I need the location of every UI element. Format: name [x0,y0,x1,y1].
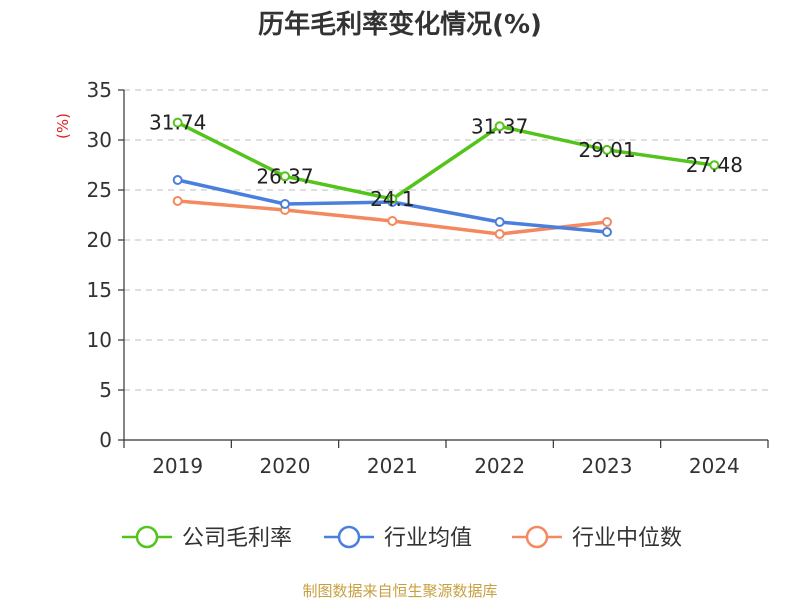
x-tick-label: 2021 [367,454,418,478]
x-tick-label: 2019 [152,454,203,478]
y-tick-label: 30 [87,128,112,152]
data-label: 26.37 [256,164,313,188]
y-tick-label: 35 [87,78,112,102]
legend-item: 行业均值 [324,525,472,551]
source-note: 制图数据来自恒生聚源数据库 [302,582,497,600]
data-label: 27.48 [686,153,743,177]
legend-marker [337,525,361,549]
y-tick-label: 25 [87,178,112,202]
legend-marker [525,525,549,549]
data-point [387,216,398,226]
axes: 0 5 10 15 20 25 30 35 2019 2020 2021 2022 2023 2024 [87,78,769,478]
grid-lines [124,89,768,391]
legend-item: 行业中位数 [512,525,682,551]
series-layer [172,117,720,239]
data-point [172,175,183,185]
y-axis-label: (%) [54,113,72,139]
data-point [602,217,612,227]
data-point [494,121,505,132]
legend-label: 行业中位数 [572,526,682,551]
y-tick-label: 5 [99,378,112,402]
data-label: 31.74 [149,111,206,135]
x-tick-label: 2024 [689,454,740,478]
series-line [175,120,717,201]
legend: 公司毛利率 行业均值 行业中位数 [122,525,682,551]
data-point [387,194,398,204]
chart-title: 历年毛利率变化情况(%) [258,9,542,40]
y-tick-label: 10 [87,328,112,352]
data-point [602,227,612,237]
series-3 [172,196,612,239]
data-point [494,217,505,227]
data-label: 29.01 [578,138,635,162]
data-point [280,171,290,182]
legend-label: 行业均值 [384,526,472,551]
data-point [280,199,290,209]
data-point [494,229,505,239]
legend-label: 公司毛利率 [182,526,292,551]
y-tick-label: 20 [87,228,112,252]
data-label: 31.37 [471,114,528,138]
data-point [172,117,183,128]
x-tick-label: 2022 [474,454,525,478]
y-tick-label: 0 [99,428,112,452]
legend-item: 公司毛利率 [122,525,292,551]
y-tick-label: 15 [87,278,112,302]
legend-marker [135,525,159,549]
data-labels: 31.74 26.37 24.1 31.37 29.01 27.48 [149,111,743,211]
data-point [602,144,612,155]
x-tick-label: 2020 [260,454,311,478]
x-tick-label: 2023 [582,454,633,478]
series-1 [172,117,720,204]
data-label: 24.1 [370,187,415,211]
data-point [172,196,183,206]
data-point [709,160,720,171]
